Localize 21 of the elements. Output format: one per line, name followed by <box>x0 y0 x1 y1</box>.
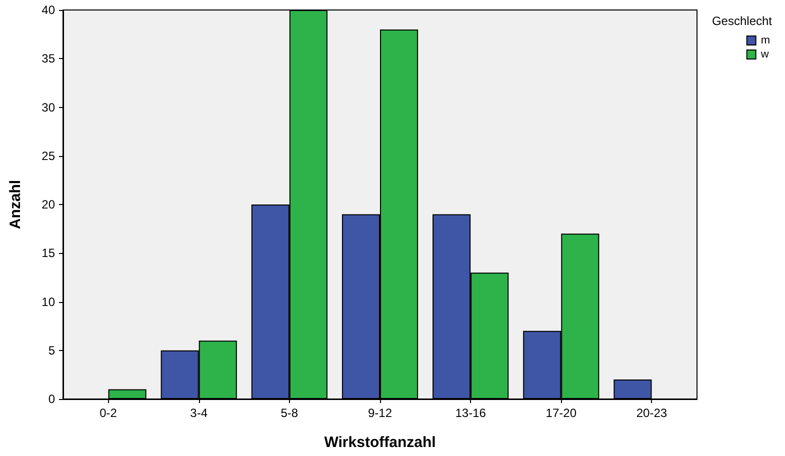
legend-label: w <box>760 48 769 60</box>
x-tick-label: 3-4 <box>190 406 208 420</box>
y-tick-label: 5 <box>48 343 56 358</box>
x-tick-label: 17-20 <box>546 406 577 420</box>
y-tick-label: 20 <box>42 198 56 212</box>
y-tick-label: 25 <box>42 148 56 163</box>
x-tick-label: 0-2 <box>100 406 118 420</box>
x-axis-title: Wirkstoffanzahl <box>324 434 436 451</box>
y-tick-label: 30 <box>42 100 56 114</box>
legend-label: m <box>760 34 770 46</box>
y-tick-label: 15 <box>42 246 56 260</box>
y-tick-label: 40 <box>42 3 56 17</box>
x-tick-label: 13-16 <box>455 406 486 420</box>
y-tick-label: 0 <box>48 392 56 406</box>
y-tick-label: 10 <box>42 294 56 309</box>
y-tick-label: 35 <box>42 52 56 66</box>
y-axis-title: Anzahl <box>7 180 24 230</box>
x-tick-label: 5-8 <box>280 406 298 420</box>
x-tick-label: 9-12 <box>368 406 392 420</box>
x-tick-label: 20-23 <box>636 406 668 420</box>
legend-title: Geschlecht <box>712 14 773 28</box>
